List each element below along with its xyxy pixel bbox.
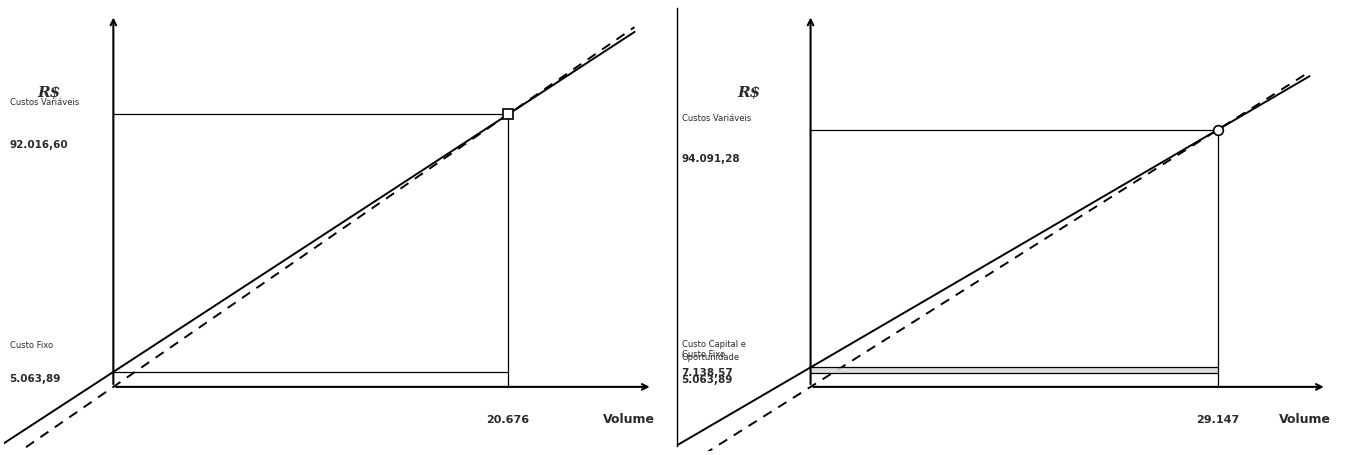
Text: 20.676: 20.676: [487, 414, 529, 424]
Text: Custo Fixo: Custo Fixo: [9, 340, 53, 349]
Text: R$: R$: [737, 86, 760, 99]
Text: Custos Variáveis: Custos Variáveis: [9, 98, 78, 107]
Text: R$: R$: [37, 86, 60, 99]
Text: Oportunidade: Oportunidade: [682, 352, 740, 361]
Text: 7.138,57: 7.138,57: [682, 367, 733, 377]
Text: Custo Fixo: Custo Fixo: [682, 349, 725, 359]
Text: Volume: Volume: [1279, 412, 1331, 425]
Text: 5.063,89: 5.063,89: [9, 373, 61, 383]
Text: 5.063,89: 5.063,89: [682, 374, 733, 384]
Text: 29.147: 29.147: [1196, 414, 1239, 424]
Bar: [810, 368, 1218, 373]
Text: 94.091,28: 94.091,28: [682, 153, 740, 163]
Text: Custo Capital e: Custo Capital e: [682, 339, 746, 348]
Text: Volume: Volume: [602, 412, 655, 425]
Text: Custos Variáveis: Custos Variáveis: [682, 114, 751, 123]
Text: 92.016,60: 92.016,60: [9, 140, 68, 150]
